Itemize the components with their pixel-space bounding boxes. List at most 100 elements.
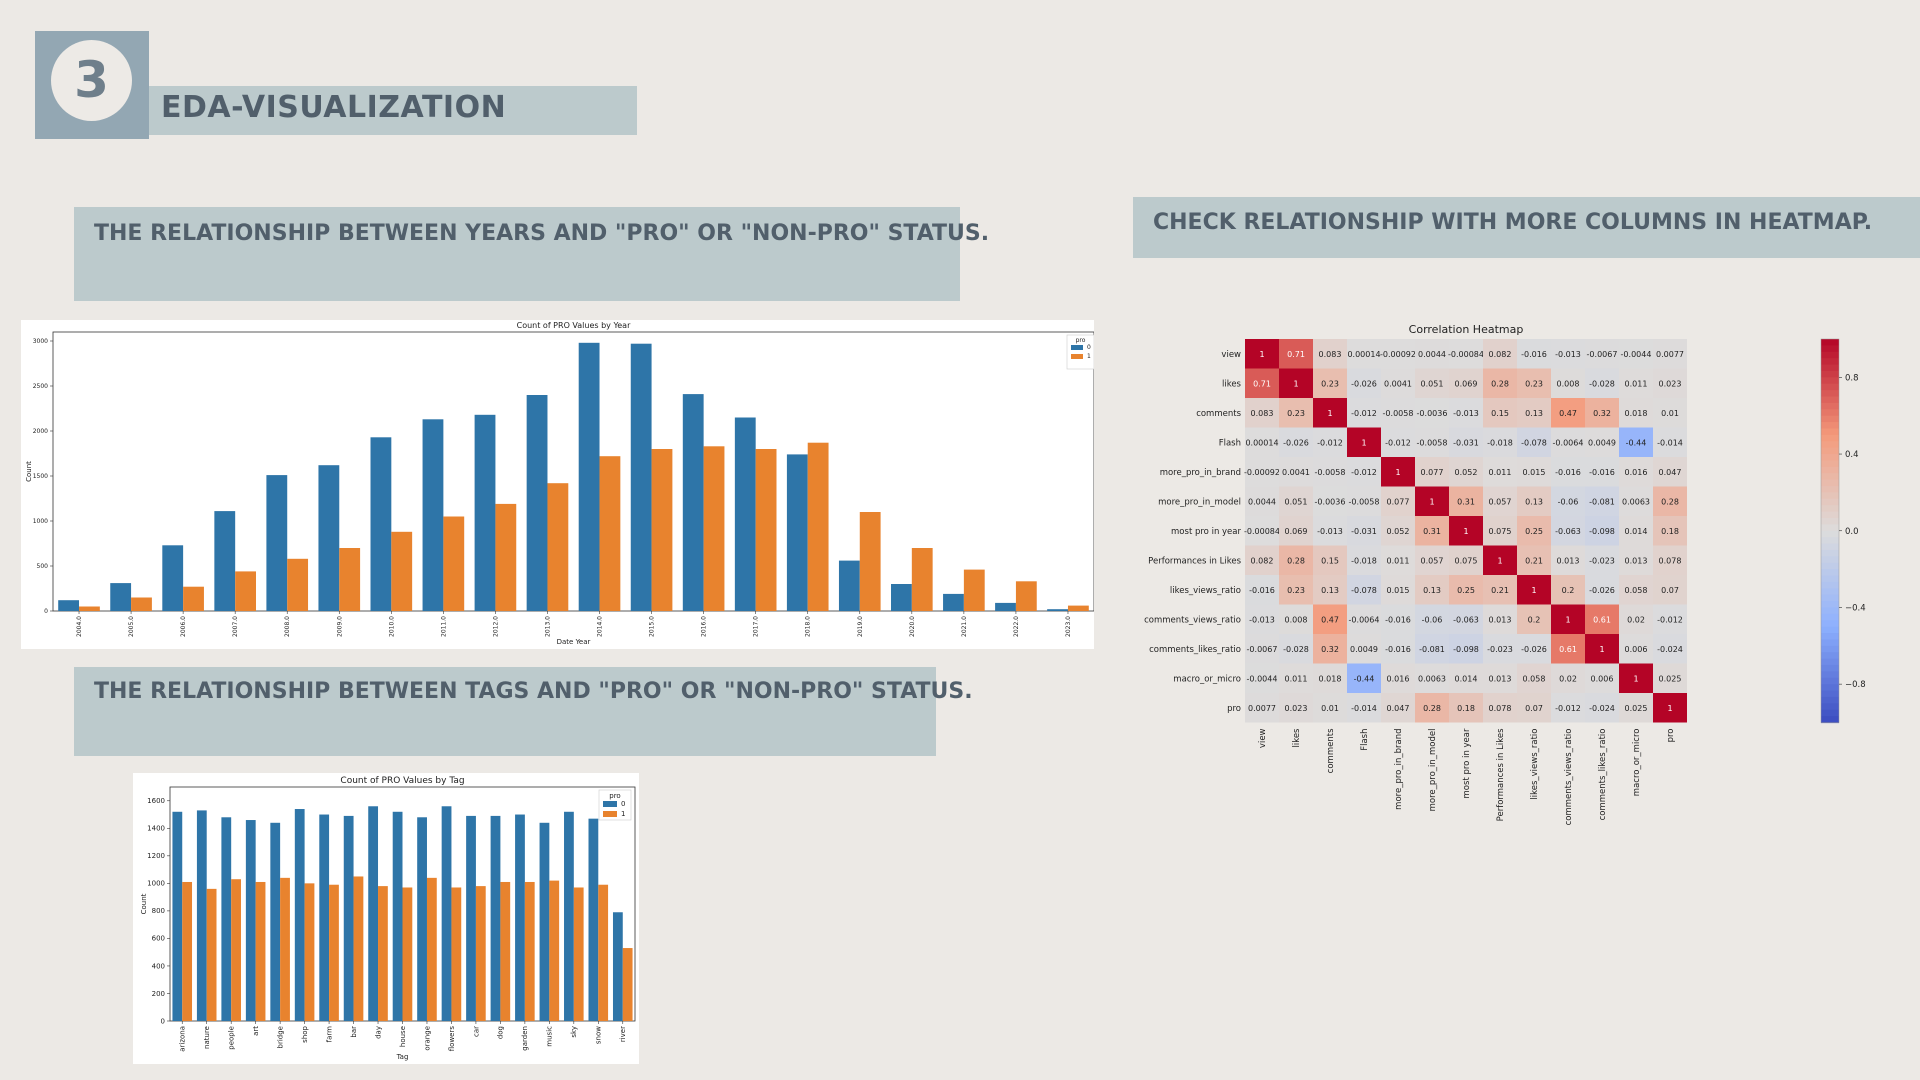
cell-value: 0.057 [1489, 497, 1512, 506]
colorbar-segment [1821, 402, 1839, 410]
colorbar-segment [1821, 594, 1839, 602]
heatmap-cell [1653, 575, 1687, 605]
colorbar-segment [1821, 460, 1839, 468]
colorbar-segment [1821, 524, 1839, 532]
bar-pro-0 [368, 806, 379, 1021]
bar-pro-1 [206, 888, 217, 1021]
heatmap-cell [1245, 516, 1279, 546]
column-label: comments_likes_ratio [1598, 729, 1608, 821]
cell-value: -0.023 [1487, 645, 1513, 654]
column-label: view [1258, 728, 1268, 748]
heatmap-cell [1313, 339, 1347, 369]
heatmap-cell [1517, 339, 1551, 369]
cell-value: 1 [1565, 615, 1570, 624]
heatmap-cell [1483, 634, 1517, 664]
heatmap-cell [1245, 427, 1279, 457]
bar-pro-0 [838, 560, 860, 611]
cell-value: -0.018 [1487, 438, 1513, 447]
colorbar-segment [1821, 633, 1839, 641]
heatmap-panel: Correlation Heatmap 1 0.71 0.083 0.00014 -0.0… [1133, 315, 1920, 835]
heatmap-cell [1449, 457, 1483, 487]
cell-value: -0.018 [1351, 556, 1377, 565]
bar-pro-0 [466, 815, 476, 1021]
heatmap-cell [1585, 634, 1619, 664]
bar-pro-1 [402, 887, 413, 1021]
cell-value: 0.006 [1591, 674, 1614, 683]
bar-pro-1 [911, 548, 933, 611]
x-tick-label: nature [203, 1026, 211, 1049]
heatmap-cell [1483, 368, 1517, 398]
bar-pro-1 [287, 558, 309, 611]
heatmap-cell [1245, 545, 1279, 575]
heatmap-cell [1551, 545, 1585, 575]
bar-pro-0 [422, 419, 444, 611]
colorbar-segment [1821, 466, 1839, 474]
cell-value: -0.028 [1283, 645, 1309, 654]
heatmap-cell [1653, 486, 1687, 516]
colorbar-segment [1821, 415, 1839, 423]
heatmap-cell [1483, 486, 1517, 516]
x-tick-label: 2015.0 [649, 616, 656, 637]
cell-value: 0.13 [1321, 586, 1339, 595]
cell-value: -0.016 [1249, 586, 1275, 595]
heatmap-cell [1415, 575, 1449, 605]
x-tick-label: 2004.0 [76, 616, 83, 637]
heatmap-cell [1517, 368, 1551, 398]
bar-pro-0 [734, 417, 756, 611]
heatmap-cell [1381, 575, 1415, 605]
tag-chart-panel: Count of PRO Values by Tag 0 200 400 600 800 1… [133, 773, 639, 1064]
cell-value: 0.075 [1455, 556, 1478, 565]
heatmap-cell [1585, 604, 1619, 634]
legend-label-0: 0 [621, 800, 625, 808]
bar-pro-1 [622, 948, 633, 1021]
y-tick-label: 200 [152, 990, 165, 998]
y-tick-label: 2000 [33, 428, 48, 435]
column-label: pro [1666, 729, 1676, 743]
cell-value: 1 [1599, 645, 1604, 654]
cell-value: 0.47 [1321, 615, 1339, 624]
row-label: Flash [1219, 438, 1241, 448]
bar-pro-1 [353, 876, 364, 1021]
cell-value: -0.0044 [1247, 674, 1278, 683]
heatmap-cell [1381, 516, 1415, 546]
heatmap-cell [1347, 604, 1381, 634]
bar-pro-0 [245, 820, 256, 1021]
cell-value: -0.012 [1385, 438, 1411, 447]
heatmap-cell [1381, 545, 1415, 575]
legend-swatch-1 [603, 811, 617, 817]
bar-pro-1 [235, 571, 256, 611]
bar-pro-0 [266, 475, 288, 611]
bar-pro-1 [807, 442, 829, 611]
colorbar-segment [1821, 613, 1839, 621]
cell-value: 0.014 [1625, 527, 1648, 536]
cell-value: -0.023 [1589, 556, 1615, 565]
heatmap-cell [1551, 486, 1585, 516]
column-label: more_pro_in_brand [1394, 729, 1404, 810]
colorbar-segment [1821, 396, 1839, 404]
bar-pro-1 [443, 516, 465, 611]
heatmap-cell [1381, 486, 1415, 516]
cell-value: 0.025 [1625, 704, 1648, 713]
cell-value: 0.016 [1625, 468, 1648, 477]
heatmap-cell [1619, 457, 1653, 487]
heatmap-cell [1245, 457, 1279, 487]
legend-swatch-0 [1071, 345, 1083, 350]
column-label: macro_or_micro [1632, 729, 1642, 797]
heatmap-cell [1415, 663, 1449, 693]
x-tick-label: 2017.0 [753, 616, 760, 637]
cell-value: -0.0058 [1315, 468, 1346, 477]
heatmap-cell [1585, 486, 1619, 516]
cell-value: -0.0036 [1315, 497, 1346, 506]
cell-value: 0.13 [1423, 586, 1441, 595]
heatmap-cell [1619, 575, 1653, 605]
cell-value: 0.023 [1285, 704, 1308, 713]
cell-value: 1 [1361, 438, 1366, 447]
x-tick-label: house [399, 1026, 407, 1047]
heatmap-cell [1415, 339, 1449, 369]
heatmap-cell [1313, 693, 1347, 723]
cell-value: 0.0041 [1384, 379, 1412, 388]
heatmap-cell [1517, 516, 1551, 546]
heatmap-cell [1245, 604, 1279, 634]
cell-value: 0.014 [1455, 674, 1478, 683]
x-tick-label: car [472, 1026, 480, 1037]
